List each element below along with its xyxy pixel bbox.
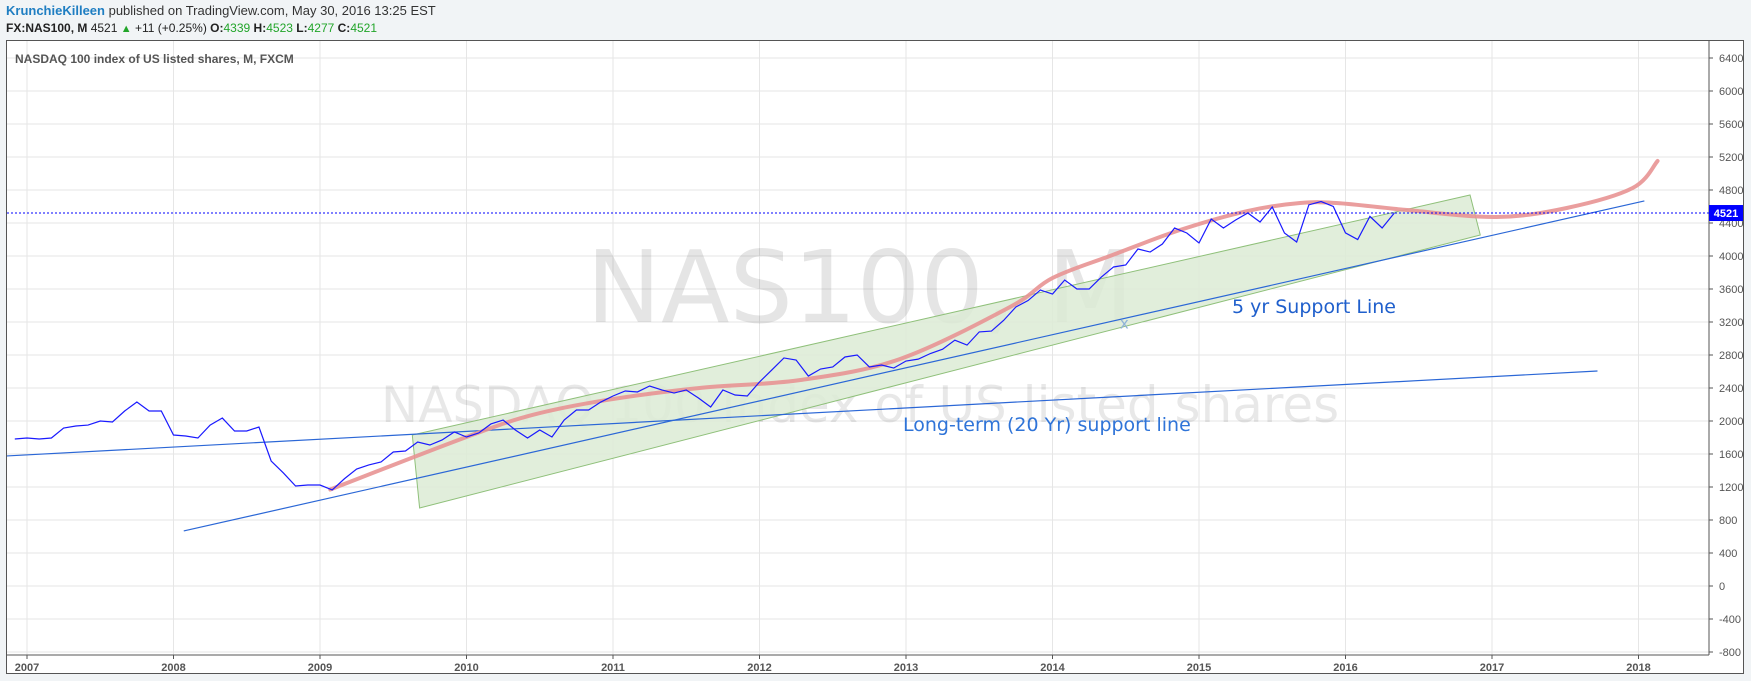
x-tick-label: 2014 bbox=[1040, 662, 1065, 674]
low-label: L: bbox=[296, 21, 308, 35]
x-tick-label: 2017 bbox=[1480, 662, 1504, 674]
author-link[interactable]: KrunchieKilleen bbox=[6, 3, 105, 18]
y-tick-label: 1200 bbox=[1719, 482, 1743, 494]
x-tick-label: 2007 bbox=[15, 662, 39, 674]
long-term-support-line bbox=[7, 370, 1598, 457]
x-tick-label: 2011 bbox=[601, 662, 625, 674]
y-tick-label: 800 bbox=[1719, 515, 1737, 527]
y-tick-label: 2000 bbox=[1719, 416, 1743, 428]
price-line bbox=[14, 200, 1395, 491]
chart-frame bbox=[6, 40, 1744, 674]
y-tick-label: 0 bbox=[1719, 581, 1725, 593]
y-tick-label: -800 bbox=[1719, 647, 1741, 659]
published-text: published on TradingView.com, May 30, 20… bbox=[108, 3, 436, 18]
plot-area bbox=[7, 158, 1709, 532]
x-tick-label: 2013 bbox=[894, 662, 918, 674]
x-tick-label: 2016 bbox=[1333, 662, 1357, 674]
x-tick-label: 2018 bbox=[1626, 662, 1650, 674]
publish-info: KrunchieKilleen published on TradingView… bbox=[6, 3, 436, 18]
y-tick-label: 4800 bbox=[1719, 185, 1743, 197]
x-tick-label: 2008 bbox=[161, 662, 185, 674]
change: +11 (+0.25%) bbox=[134, 21, 207, 35]
low-value: 4277 bbox=[307, 21, 335, 35]
y-tick-label: 5600 bbox=[1719, 119, 1743, 131]
close-label: C: bbox=[337, 21, 351, 35]
channel-polygon bbox=[411, 194, 1481, 509]
x-tick-label: 2012 bbox=[747, 662, 771, 674]
x-marker: x bbox=[1120, 315, 1129, 333]
x-tick-label: 2015 bbox=[1187, 662, 1211, 674]
y-tick-label: -400 bbox=[1719, 614, 1741, 626]
x-tick-label: 2009 bbox=[308, 662, 332, 674]
y-tick-label: 3600 bbox=[1719, 284, 1743, 296]
y-tick-label: 5200 bbox=[1719, 152, 1743, 164]
y-tick-label: 2400 bbox=[1719, 383, 1743, 395]
quote-bar: FX:NAS100, M 4521 ▲ +11 (+0.25%) O:4339 … bbox=[6, 21, 377, 35]
y-tick-label: 6000 bbox=[1719, 86, 1743, 98]
up-arrow-icon: ▲ bbox=[120, 23, 132, 35]
close-value: 4521 bbox=[350, 21, 378, 35]
y-tick-label: 4000 bbox=[1719, 251, 1743, 263]
y-tick-label: 6400 bbox=[1719, 53, 1743, 65]
chart-title: NASDAQ 100 index of US listed shares, M,… bbox=[15, 52, 294, 66]
y-tick-label: 1600 bbox=[1719, 449, 1743, 461]
long-term-support-label: Long-term (20 Yr) support line bbox=[903, 414, 1191, 436]
open-label: O: bbox=[210, 21, 224, 35]
high-value: 4523 bbox=[266, 21, 293, 35]
trend-curve bbox=[328, 158, 1660, 492]
x-tick-label: 2010 bbox=[454, 662, 478, 674]
five-yr-support-line bbox=[183, 200, 1645, 532]
y-tick-label: 2800 bbox=[1719, 350, 1743, 362]
high-label: H: bbox=[253, 21, 267, 35]
open-value: 4339 bbox=[223, 21, 251, 35]
last-price: 4521 bbox=[90, 21, 118, 35]
last-price-badge bbox=[1709, 205, 1743, 222]
y-tick-label: 400 bbox=[1719, 548, 1737, 560]
y-tick-label: 3200 bbox=[1719, 317, 1743, 329]
last-price-label: 4521 bbox=[1714, 208, 1738, 220]
symbol: FX:NAS100, M bbox=[6, 21, 88, 35]
five-yr-support-label: 5 yr Support Line bbox=[1232, 296, 1396, 318]
